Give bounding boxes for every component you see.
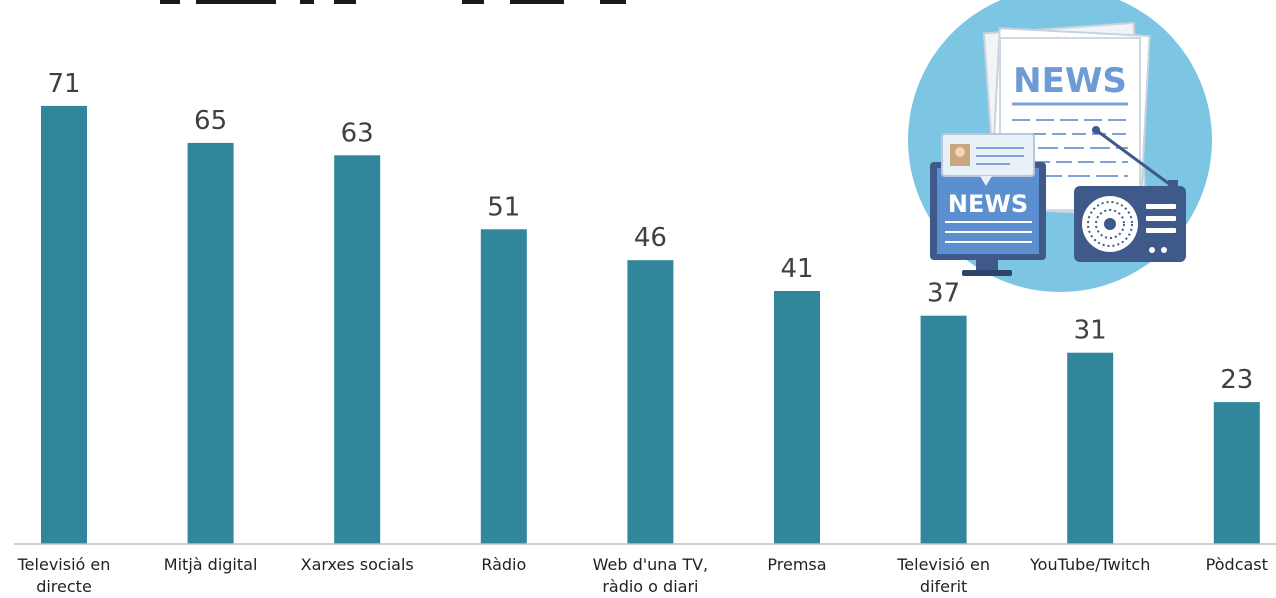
value-label-6: 37 [927,279,960,309]
bar-8 [1213,402,1260,544]
value-label-7: 31 [1074,316,1107,346]
category-label-1: Mitjà digital [164,555,258,574]
value-label-8: 23 [1220,365,1253,395]
category-label-2: Xarxes socials [301,555,414,574]
value-label-2: 63 [341,118,374,148]
newspaper-headline: NEWS [1013,61,1127,101]
bar-6 [920,315,967,544]
category-label-7: YouTube/Twitch [1029,555,1150,574]
category-label-6-line-1: diferit [920,577,967,596]
chart-title-fragment [160,0,626,4]
value-label-1: 65 [194,106,227,136]
category-label-3: Ràdio [481,555,526,574]
bar-2 [334,155,381,545]
news-illustration: NEWS NEWS [908,0,1212,292]
category-label-0-line-1: directe [36,577,92,596]
category-label-8: Pòdcast [1206,555,1268,574]
value-label-4: 46 [634,223,667,253]
bar-4 [627,260,674,544]
value-label-0: 71 [47,69,80,99]
chat-bubble-icon [941,133,1035,186]
category-label-4-line-1: ràdio o diari [602,577,698,596]
bar-3 [480,229,527,545]
radio-icon [1074,180,1186,262]
bar-7 [1067,352,1114,544]
monitor-headline: NEWS [948,190,1028,218]
category-label-6-line-0: Televisió en [896,555,990,574]
bar-1 [187,142,234,544]
bar-0 [41,105,87,545]
category-label-0-line-0: Televisió en [17,555,111,574]
newspaper-icon: NEWS [982,21,1151,217]
bar-5 [774,291,820,544]
value-label-5: 41 [780,254,813,284]
category-label-4-line-0: Web d'una TV, [593,555,709,574]
category-label-5: Premsa [767,555,826,574]
value-label-3: 51 [487,192,520,222]
